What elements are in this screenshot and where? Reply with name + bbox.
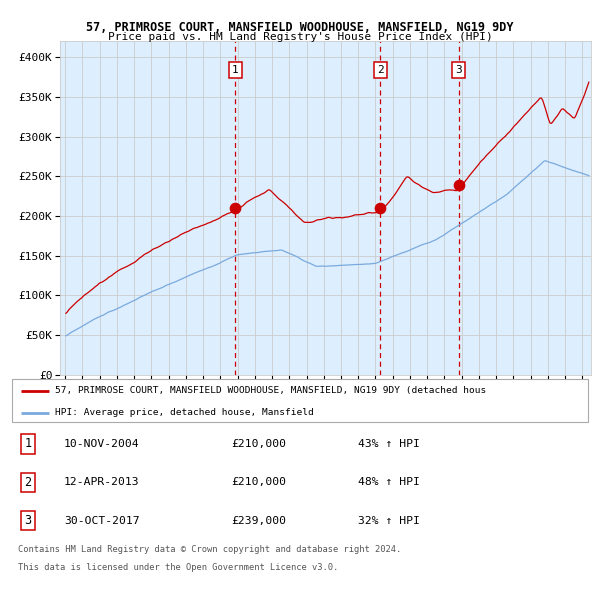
Text: 12-APR-2013: 12-APR-2013	[64, 477, 139, 487]
Text: 57, PRIMROSE COURT, MANSFIELD WOODHOUSE, MANSFIELD, NG19 9DY (detached hous: 57, PRIMROSE COURT, MANSFIELD WOODHOUSE,…	[55, 386, 487, 395]
Text: 10-NOV-2004: 10-NOV-2004	[64, 439, 139, 449]
Text: Contains HM Land Registry data © Crown copyright and database right 2024.: Contains HM Land Registry data © Crown c…	[18, 545, 401, 554]
Text: This data is licensed under the Open Government Licence v3.0.: This data is licensed under the Open Gov…	[18, 563, 338, 572]
Text: 2: 2	[25, 476, 32, 489]
Point	[376, 203, 385, 213]
Point	[230, 203, 240, 213]
Text: Price paid vs. HM Land Registry's House Price Index (HPI): Price paid vs. HM Land Registry's House …	[107, 32, 493, 42]
Text: 57, PRIMROSE COURT, MANSFIELD WOODHOUSE, MANSFIELD, NG19 9DY: 57, PRIMROSE COURT, MANSFIELD WOODHOUSE,…	[86, 21, 514, 34]
Text: 30-OCT-2017: 30-OCT-2017	[64, 516, 139, 526]
Text: HPI: Average price, detached house, Mansfield: HPI: Average price, detached house, Mans…	[55, 408, 314, 417]
Text: 3: 3	[455, 65, 462, 74]
Text: 1: 1	[25, 437, 32, 451]
Text: 32% ↑ HPI: 32% ↑ HPI	[358, 516, 419, 526]
Text: 3: 3	[25, 514, 32, 527]
Text: 43% ↑ HPI: 43% ↑ HPI	[358, 439, 419, 449]
Text: £210,000: £210,000	[231, 439, 286, 449]
Point	[454, 180, 464, 189]
Text: 1: 1	[232, 65, 239, 74]
Text: 48% ↑ HPI: 48% ↑ HPI	[358, 477, 419, 487]
Text: 2: 2	[377, 65, 384, 74]
Text: £239,000: £239,000	[231, 516, 286, 526]
Text: £210,000: £210,000	[231, 477, 286, 487]
